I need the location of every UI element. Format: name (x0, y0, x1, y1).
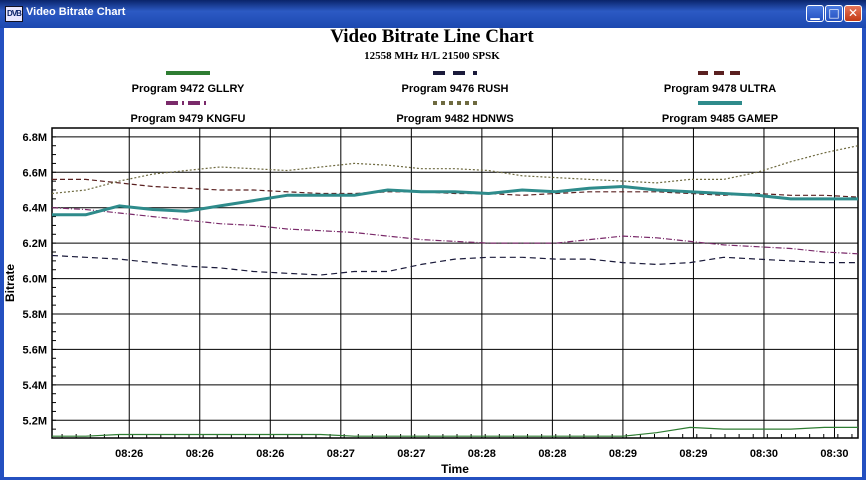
window-frame-bottom (0, 477, 866, 480)
close-icon: ✕ (847, 6, 859, 20)
series-line (52, 426, 858, 437)
y-tick-label: 5.4M (23, 380, 47, 392)
app-logo-icon: DVB (5, 6, 23, 22)
series-line (51, 254, 858, 276)
y-axis-label: Bitrate (3, 264, 17, 302)
legend-label: Program 9476 RUSH (402, 83, 509, 95)
window-title: Video Bitrate Chart (26, 6, 126, 18)
legend-label: Program 9472 GLLRY (132, 83, 245, 95)
y-tick-label: 5.8M (23, 309, 47, 321)
x-tick-label: 08:26 (115, 448, 143, 460)
x-tick-label: 08:29 (609, 448, 637, 460)
x-tick-label: 08:29 (679, 448, 707, 460)
legend-label: Program 9478 ULTRA (664, 83, 776, 95)
x-tick-label: 08:28 (468, 448, 496, 460)
x-axis-label: Time (441, 462, 469, 476)
x-tick-label: 08:30 (750, 448, 778, 460)
maximize-button[interactable]: □ (825, 5, 843, 22)
series-line (51, 207, 859, 255)
series-lines (51, 145, 859, 437)
window-title-bar[interactable]: DVB Video Bitrate Chart ▁ □ ✕ (0, 0, 866, 28)
x-tick-label: 08:27 (327, 448, 355, 460)
legend-label: Program 9482 HDNWS (396, 113, 513, 125)
series-line (52, 185, 858, 217)
y-tick-label: 6.4M (23, 203, 47, 215)
grid-lines (52, 128, 858, 438)
y-tick-label: 6.2M (23, 238, 47, 250)
y-tick-label: 5.6M (23, 344, 47, 356)
chart-legend: Program 9472 GLLRY Program 9476 RUSH Progr… (131, 71, 778, 125)
y-tick-label: 5.2M (23, 415, 47, 427)
minimize-button[interactable]: ▁ (806, 5, 824, 22)
legend-label: Program 9479 KNGFU (131, 113, 246, 125)
legend-label: Program 9485 GAMEP (662, 113, 778, 125)
window-frame-left (0, 28, 4, 480)
maximize-icon: □ (828, 6, 840, 20)
x-tick-label: 08:26 (186, 448, 214, 460)
y-tick-label: 6.8M (23, 132, 47, 144)
close-button[interactable]: ✕ (844, 5, 862, 22)
x-tick-label: 08:28 (538, 448, 566, 460)
x-tick-label: 08:27 (397, 448, 425, 460)
window-frame-right (862, 28, 866, 480)
x-tick-label: 08:30 (820, 448, 848, 460)
y-tick-label: 6.0M (23, 274, 47, 286)
chart-title: Video Bitrate Line Chart (330, 26, 534, 47)
minimize-icon: ▁ (810, 6, 820, 20)
x-tick-label: 08:26 (256, 448, 284, 460)
plot-area (51, 127, 859, 439)
series-line (51, 145, 859, 195)
y-axis: 5.2M 5.4M 5.6M 5.8M 6.0M 6.2M 6.4M 6.6M 6.8M (23, 127, 56, 430)
series-line (52, 178, 859, 198)
chart-subtitle: 12558 MHz H/L 21500 SPSK (364, 50, 500, 62)
y-tick-label: 6.6M (23, 167, 47, 179)
